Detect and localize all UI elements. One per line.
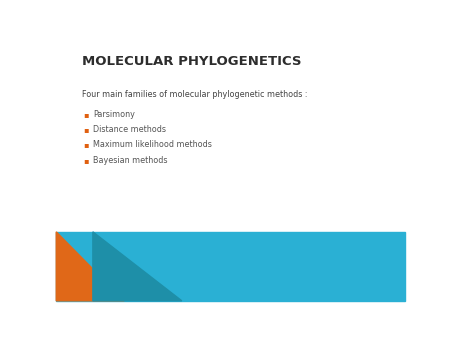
Text: MOLECULAR PHYLOGENETICS: MOLECULAR PHYLOGENETICS [82, 55, 302, 68]
Text: Bayesian methods: Bayesian methods [93, 155, 167, 165]
Text: Four main families of molecular phylogenetic methods :: Four main families of molecular phylogen… [82, 90, 308, 99]
Polygon shape [93, 232, 182, 301]
Text: ▪: ▪ [83, 125, 89, 134]
Text: Parsimony: Parsimony [93, 110, 135, 119]
Text: Distance methods: Distance methods [93, 125, 166, 134]
Text: ▪: ▪ [83, 140, 89, 149]
Text: ▪: ▪ [83, 155, 89, 165]
Polygon shape [56, 232, 124, 301]
Text: Maximum likelihood methods: Maximum likelihood methods [93, 140, 212, 149]
Text: ▪: ▪ [83, 110, 89, 119]
Bar [56, 232, 405, 301]
